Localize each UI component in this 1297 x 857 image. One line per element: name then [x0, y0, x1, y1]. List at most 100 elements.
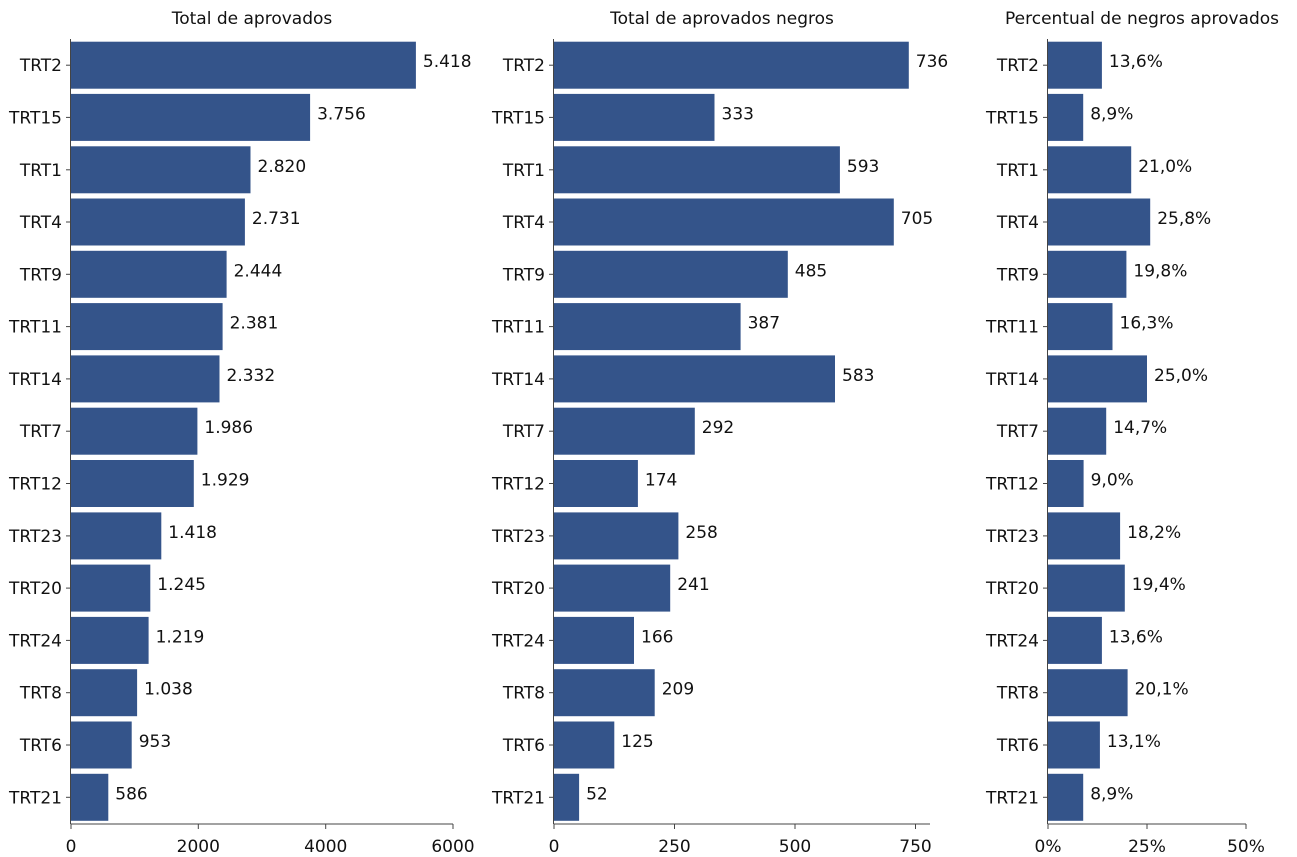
- category-label: TRT8: [502, 684, 545, 704]
- bar: [554, 355, 835, 403]
- x-tick-label: 750: [899, 837, 931, 857]
- chart-panel-1: Total de aprovados TRT2 5.418 TRT15 3.756 TRT…: [8, 9, 475, 857]
- bar: [554, 512, 679, 560]
- category-label: TRT2: [996, 56, 1039, 76]
- bar: [554, 41, 909, 89]
- category-label: TRT23: [491, 527, 545, 547]
- category-label: TRT24: [491, 631, 545, 651]
- x-tick-label: 50%: [1227, 837, 1265, 857]
- category-label: TRT15: [8, 108, 62, 128]
- value-label: 583: [842, 366, 874, 386]
- category-label: TRT21: [8, 788, 62, 808]
- category-label: TRT11: [491, 318, 545, 338]
- category-label: TRT21: [491, 788, 545, 808]
- value-label: 21,0%: [1138, 157, 1192, 177]
- bar: [71, 564, 151, 612]
- bar: [554, 407, 695, 455]
- category-label: TRT20: [8, 579, 62, 599]
- bar: [1048, 669, 1128, 717]
- category-label: TRT9: [19, 265, 62, 285]
- value-label: 9,0%: [1091, 471, 1134, 491]
- value-label: 1.418: [168, 523, 217, 543]
- category-label: TRT15: [491, 108, 545, 128]
- value-label: 292: [702, 418, 734, 438]
- value-label: 333: [722, 104, 754, 124]
- value-label: 14,7%: [1113, 418, 1167, 438]
- value-label: 19,4%: [1132, 575, 1186, 595]
- category-label: TRT20: [491, 579, 545, 599]
- category-label: TRT23: [8, 527, 62, 547]
- category-label: TRT12: [985, 475, 1039, 495]
- value-label: 1.219: [156, 627, 205, 647]
- category-label: TRT4: [19, 213, 62, 233]
- x-tick-label: 4000: [304, 837, 347, 857]
- value-label: 705: [901, 209, 933, 229]
- value-label: 8,9%: [1090, 784, 1133, 804]
- value-label: 25,0%: [1154, 366, 1208, 386]
- value-label: 13,1%: [1107, 732, 1161, 752]
- bar: [554, 303, 741, 351]
- bar: [1048, 41, 1102, 89]
- x-tick-label: 0: [549, 837, 560, 857]
- x-tick-label: 25%: [1128, 837, 1166, 857]
- category-label: TRT2: [19, 56, 62, 76]
- category-label: TRT14: [8, 370, 62, 390]
- value-label: 3.756: [317, 104, 366, 124]
- value-label: 5.418: [423, 52, 472, 72]
- value-label: 52: [586, 784, 608, 804]
- value-label: 953: [139, 732, 171, 752]
- category-label: TRT1: [996, 161, 1039, 181]
- value-label: 485: [795, 261, 827, 281]
- bar: [1048, 721, 1100, 769]
- x-tick-label: 250: [658, 837, 690, 857]
- value-label: 2.820: [258, 157, 307, 177]
- value-label: 1.986: [204, 418, 253, 438]
- bar: [71, 460, 194, 507]
- value-label: 2.381: [230, 314, 279, 334]
- bar: [554, 460, 638, 507]
- value-label: 241: [677, 575, 709, 595]
- bar: [1048, 773, 1084, 821]
- value-label: 20,1%: [1135, 680, 1189, 700]
- category-label: TRT7: [19, 422, 62, 442]
- bar: [71, 93, 311, 141]
- value-label: 8,9%: [1090, 104, 1133, 124]
- chart-panel-2: Total de aprovados negros TRT2 736 TRT15 333…: [491, 9, 948, 857]
- value-label: 2.332: [227, 366, 276, 386]
- category-label: TRT14: [985, 370, 1039, 390]
- value-label: 13,6%: [1109, 627, 1163, 647]
- category-label: TRT15: [985, 108, 1039, 128]
- category-label: TRT1: [502, 161, 545, 181]
- x-tick-label: 500: [779, 837, 811, 857]
- value-label: 125: [621, 732, 653, 752]
- value-label: 19,8%: [1133, 261, 1187, 281]
- category-label: TRT24: [985, 631, 1039, 651]
- category-label: TRT6: [19, 736, 62, 756]
- value-label: 174: [645, 471, 677, 491]
- bar: [71, 773, 109, 821]
- value-label: 258: [685, 523, 717, 543]
- bar: [554, 198, 894, 246]
- value-label: 736: [916, 52, 948, 72]
- bar: [71, 303, 223, 351]
- category-label: TRT24: [8, 631, 62, 651]
- category-label: TRT4: [502, 213, 545, 233]
- bar: [71, 198, 245, 246]
- value-label: 1.929: [201, 471, 250, 491]
- value-label: 593: [847, 157, 879, 177]
- chart-title: Percentual de negros aprovados: [1005, 9, 1279, 29]
- bar: [71, 616, 149, 664]
- bar: [1048, 93, 1084, 141]
- category-label: TRT9: [502, 265, 545, 285]
- category-label: TRT7: [996, 422, 1039, 442]
- bar: [1048, 146, 1132, 194]
- value-label: 387: [748, 314, 780, 334]
- bar: [71, 512, 162, 560]
- bar: [1048, 303, 1113, 351]
- category-label: TRT6: [502, 736, 545, 756]
- category-label: TRT23: [985, 527, 1039, 547]
- value-label: 209: [662, 680, 694, 700]
- category-label: TRT9: [996, 265, 1039, 285]
- bar: [71, 669, 138, 717]
